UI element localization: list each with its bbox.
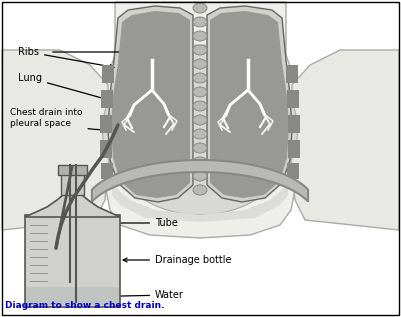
- Text: Ribs: Ribs: [18, 47, 114, 68]
- Polygon shape: [111, 11, 190, 198]
- Polygon shape: [210, 11, 289, 198]
- Bar: [287, 163, 299, 179]
- Bar: [287, 90, 299, 108]
- Polygon shape: [105, 2, 296, 238]
- Ellipse shape: [193, 101, 207, 111]
- Bar: [61, 173, 84, 195]
- Polygon shape: [290, 50, 399, 230]
- Ellipse shape: [193, 31, 207, 41]
- Ellipse shape: [193, 143, 207, 153]
- Ellipse shape: [193, 73, 207, 83]
- Bar: [288, 115, 300, 133]
- Polygon shape: [2, 50, 110, 230]
- Ellipse shape: [193, 115, 207, 125]
- Text: Diagram to show a chest drain.: Diagram to show a chest drain.: [5, 301, 164, 310]
- Text: Lung: Lung: [18, 73, 141, 110]
- Ellipse shape: [103, 45, 298, 215]
- Polygon shape: [112, 185, 288, 222]
- Ellipse shape: [193, 185, 207, 195]
- Bar: [286, 65, 298, 83]
- Ellipse shape: [193, 171, 207, 181]
- Ellipse shape: [193, 59, 207, 69]
- Bar: [288, 140, 300, 158]
- Ellipse shape: [193, 157, 207, 167]
- Ellipse shape: [193, 87, 207, 97]
- Bar: [101, 90, 113, 108]
- Ellipse shape: [193, 129, 207, 139]
- Bar: [26, 287, 119, 305]
- Polygon shape: [92, 160, 308, 202]
- Ellipse shape: [193, 17, 207, 27]
- Polygon shape: [25, 195, 120, 217]
- Bar: [58, 165, 87, 175]
- Polygon shape: [207, 6, 292, 202]
- Bar: [101, 163, 113, 179]
- Ellipse shape: [193, 3, 207, 13]
- Bar: [25, 215, 120, 307]
- Text: Water: Water: [79, 290, 184, 300]
- Bar: [102, 65, 114, 83]
- Bar: [100, 140, 112, 158]
- Bar: [178, 2, 223, 27]
- Polygon shape: [108, 6, 193, 202]
- Text: Chest drain into
pleural space: Chest drain into pleural space: [10, 108, 111, 132]
- Text: Tube: Tube: [79, 218, 178, 228]
- Text: Drainage bottle: Drainage bottle: [123, 255, 231, 265]
- Ellipse shape: [193, 45, 207, 55]
- Bar: [100, 115, 112, 133]
